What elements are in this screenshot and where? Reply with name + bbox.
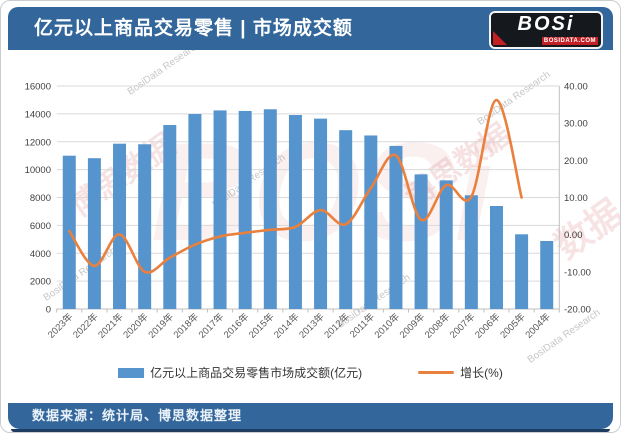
logo-subtext: BOSIDATA.COM (541, 37, 598, 45)
y2-axis-label: 30.00 (564, 119, 588, 130)
bar (515, 234, 529, 309)
legend-item-line-series: 增长(%) (418, 364, 503, 381)
y2-axis-label: 20.00 (564, 156, 588, 167)
x-axis-label: 2004年 (523, 310, 554, 341)
x-axis-label: 2019年 (146, 310, 177, 341)
bar (113, 143, 127, 309)
x-axis-label: 2014年 (271, 310, 302, 341)
legend-line-swatch (418, 371, 455, 374)
x-axis-label: 2011年 (347, 310, 377, 340)
x-axis-label: 2013年 (297, 310, 328, 341)
y-axis-label: 4000 (30, 249, 51, 260)
x-axis-label: 2020年 (121, 310, 152, 341)
y2-axis-label: 0.00 (564, 230, 583, 241)
logo-text: BOSi (517, 13, 575, 35)
bar (188, 114, 202, 309)
y2-axis-label: -20.00 (564, 305, 591, 316)
bar (263, 109, 277, 309)
bar (138, 144, 152, 309)
bar (389, 145, 403, 309)
x-axis-label: 2007年 (447, 310, 478, 341)
y-axis-label: 10000 (25, 165, 51, 176)
x-axis-label: 2008年 (422, 310, 453, 341)
x-axis-label: 2018年 (171, 310, 202, 341)
growth-line (67, 98, 523, 274)
footer-bar: 数据来源：统计局、博思数据整理 (8, 403, 613, 429)
bar (414, 174, 428, 309)
y-axis-label: 12000 (25, 137, 51, 148)
bar (364, 135, 378, 309)
bar (464, 195, 478, 309)
bar (163, 125, 177, 310)
bar (314, 118, 328, 310)
page-title: 亿元以上商品交易零售 | 市场成交额 (34, 18, 353, 39)
y2-axis-label: -10.00 (564, 267, 591, 278)
x-axis-label: 2006年 (472, 310, 503, 341)
logo-red-triangle-icon (493, 31, 507, 45)
bar (540, 240, 554, 309)
legend-line-label: 增长(%) (460, 366, 503, 380)
y-axis-label: 14000 (25, 109, 51, 120)
bar (238, 110, 252, 310)
x-axis-label: 2021年 (95, 310, 126, 341)
x-axis-label: 2012年 (322, 310, 353, 341)
legend-item-bar-series: 亿元以上商品交易零售市场成交额(亿元) (118, 364, 362, 381)
chart: 0 2000 4000 6000 8000 10000 12000 14000 16000 -20… (25, 82, 591, 341)
x-axis-label: 2022年 (70, 310, 101, 341)
legend: 亿元以上商品交易零售市场成交额(亿元) 增长(%) (1, 364, 620, 381)
y2-axis-label: 40.00 (564, 82, 588, 93)
y-axis-label: 8000 (30, 193, 51, 204)
y-axis-label: 6000 (30, 221, 51, 232)
x-axis-label: 2010年 (372, 310, 403, 341)
bar (489, 206, 503, 309)
legend-bar-swatch (118, 367, 145, 378)
legend-bar-label: 亿元以上商品交易零售市场成交额(亿元) (150, 366, 363, 380)
y2-axis-label: 10.00 (564, 193, 588, 204)
x-axis-label: 2017年 (196, 310, 227, 341)
bar (439, 180, 453, 309)
bar (288, 114, 302, 310)
x-axis-label: 2015年 (246, 310, 277, 341)
bar (87, 158, 101, 309)
bar (213, 110, 227, 309)
x-axis-label: 2005年 (498, 310, 529, 341)
bottom-strip (11, 429, 610, 432)
x-axis-label: 2016年 (221, 310, 252, 341)
bosi-logo: BOSi BOSIDATA.COM (489, 11, 603, 49)
data-source-text: 数据来源：统计局、博思数据整理 (32, 408, 243, 423)
y-axis-label: 16000 (25, 82, 51, 93)
bar (339, 130, 353, 309)
header-bar: 亿元以上商品交易零售 | 市场成交额 BOSi BOSIDATA.COM (8, 7, 613, 50)
x-axis-label: 2009年 (397, 310, 428, 341)
y-axis-label: 2000 (30, 277, 51, 288)
y-axis-label: 0 (46, 305, 51, 316)
